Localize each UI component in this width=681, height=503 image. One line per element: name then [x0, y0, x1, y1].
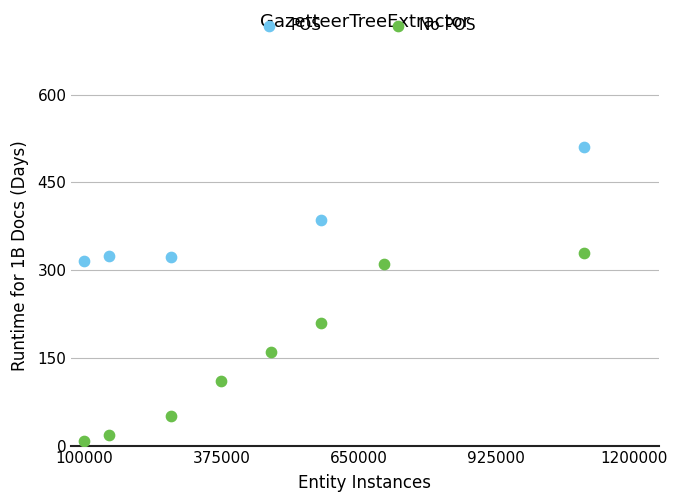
POS — [316, 216, 327, 224]
POS — [166, 254, 177, 262]
No POS — [378, 261, 389, 269]
POS — [104, 252, 114, 260]
X-axis label: Entity Instances: Entity Instances — [298, 474, 432, 492]
POS — [78, 258, 89, 266]
No POS — [266, 348, 276, 356]
No POS — [578, 248, 589, 257]
No POS — [78, 437, 89, 445]
No POS — [104, 431, 114, 439]
Y-axis label: Runtime for 1B Docs (Days): Runtime for 1B Docs (Days) — [11, 140, 29, 371]
No POS — [316, 319, 327, 327]
No POS — [166, 412, 177, 421]
Title: GazetteerTreeExtractor: GazetteerTreeExtractor — [260, 13, 470, 31]
Legend: POS, No POS: POS, No POS — [248, 12, 482, 39]
POS — [578, 143, 589, 151]
No POS — [216, 377, 227, 385]
